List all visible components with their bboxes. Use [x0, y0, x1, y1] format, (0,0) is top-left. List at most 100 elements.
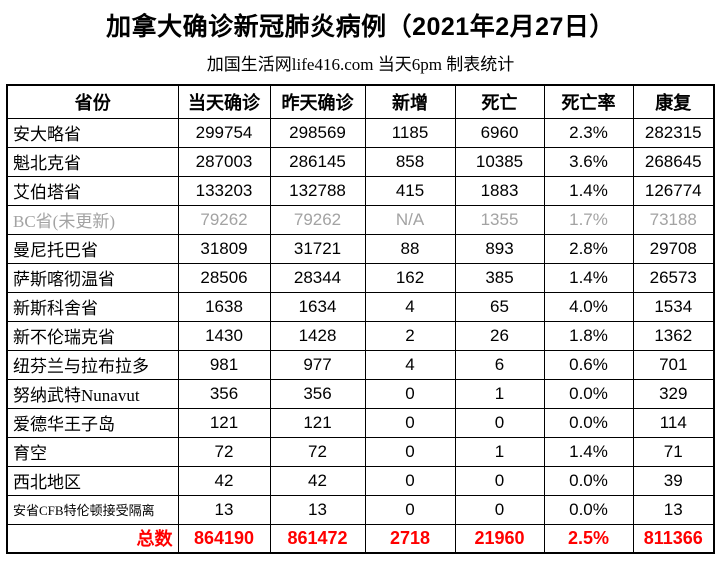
cell-yesterday: 42 [269, 465, 366, 496]
table-row: 西北地区 42 42 0 0 0.0% 39 [6, 465, 715, 496]
cell-province: 安省CFB特伦顿接受隔离 [6, 494, 179, 525]
cell-new: 0 [364, 436, 456, 467]
cell-death-rate: 0.6% [543, 349, 634, 380]
cell-deaths: 6 [454, 349, 545, 380]
cell-recovered: 13 [632, 494, 715, 525]
table-body: 安大略省 299754 298569 1185 6960 2.3% 282315 魁北克省 28… [6, 117, 715, 525]
table-row: 爱德华王子岛 121 121 0 0 0.0% 114 [6, 407, 715, 438]
page-title: 加拿大确诊新冠肺炎病例（2021年2月27日） [106, 13, 615, 41]
cell-yesterday: 72 [269, 436, 366, 467]
cell-new: 1185 [364, 117, 456, 148]
cell-province: 育空 [6, 436, 179, 467]
cell-today: 981 [177, 349, 271, 380]
table-row: 新不伦瑞克省 1430 1428 2 26 1.8% 1362 [6, 320, 715, 351]
total-death-rate: 2.5% [543, 523, 634, 554]
table-row: 新斯科舍省 1638 1634 4 65 4.0% 1534 [6, 291, 715, 322]
cell-yesterday: 79262 [269, 204, 366, 235]
cell-province: BC省(未更新) [6, 204, 179, 235]
cell-recovered: 701 [632, 349, 715, 380]
cell-recovered: 268645 [632, 146, 715, 177]
total-row: 总数 864190 861472 2718 21960 2.5% 811366 [6, 523, 715, 554]
cell-deaths: 0 [454, 407, 545, 438]
table-row: 曼尼托巴省 31809 31721 88 893 2.8% 29708 [6, 233, 715, 264]
cell-deaths: 0 [454, 465, 545, 496]
total-yesterday-confirmed: 861472 [269, 523, 366, 554]
cell-province: 努纳武特Nunavut [6, 378, 179, 409]
cell-new: 2 [364, 320, 456, 351]
total-deaths: 21960 [454, 523, 545, 554]
cell-yesterday: 356 [269, 378, 366, 409]
cell-province: 新不伦瑞克省 [6, 320, 179, 351]
cell-deaths: 6960 [454, 117, 545, 148]
cell-today: 31809 [177, 233, 271, 264]
col-header-yesterday-confirmed: 昨天确诊 [269, 84, 366, 119]
cell-new: 162 [364, 262, 456, 293]
cell-new: 88 [364, 233, 456, 264]
col-header-recovered: 康复 [632, 84, 715, 119]
cell-death-rate: 1.4% [543, 175, 634, 206]
cell-death-rate: 1.4% [543, 262, 634, 293]
col-header-today-confirmed: 当天确诊 [177, 84, 271, 119]
col-header-death-rate: 死亡率 [543, 84, 634, 119]
table-row: 纽芬兰与拉布拉多 981 977 4 6 0.6% 701 [6, 349, 715, 380]
cell-yesterday: 132788 [269, 175, 366, 206]
table-row: 安大略省 299754 298569 1185 6960 2.3% 282315 [6, 117, 715, 148]
cell-yesterday: 977 [269, 349, 366, 380]
total-new-cases: 2718 [364, 523, 456, 554]
cell-new: 415 [364, 175, 456, 206]
cell-province: 魁北克省 [6, 146, 179, 177]
cell-new: 4 [364, 291, 456, 322]
cell-deaths: 1 [454, 378, 545, 409]
cell-new: 4 [364, 349, 456, 380]
cell-yesterday: 121 [269, 407, 366, 438]
cell-province: 安大略省 [6, 117, 179, 148]
cell-today: 72 [177, 436, 271, 467]
cell-new: 858 [364, 146, 456, 177]
cell-death-rate: 3.6% [543, 146, 634, 177]
cell-province: 曼尼托巴省 [6, 233, 179, 264]
cell-province: 新斯科舍省 [6, 291, 179, 322]
cell-deaths: 10385 [454, 146, 545, 177]
cell-province: 纽芬兰与拉布拉多 [6, 349, 179, 380]
cell-deaths: 1355 [454, 204, 545, 235]
cell-death-rate: 2.8% [543, 233, 634, 264]
cell-new: N/A [364, 204, 456, 235]
cell-yesterday: 31721 [269, 233, 366, 264]
cell-yesterday: 1428 [269, 320, 366, 351]
cell-yesterday: 286145 [269, 146, 366, 177]
table-row: 魁北克省 287003 286145 858 10385 3.6% 268645 [6, 146, 715, 177]
cell-death-rate: 4.0% [543, 291, 634, 322]
cell-yesterday: 1634 [269, 291, 366, 322]
cell-death-rate: 0.0% [543, 465, 634, 496]
cell-yesterday: 28344 [269, 262, 366, 293]
cell-province: 萨斯喀彻温省 [6, 262, 179, 293]
table-row: 安省CFB特伦顿接受隔离 13 13 0 0 0.0% 13 [6, 494, 715, 525]
covid-stats-table: 省份 当天确诊 昨天确诊 新增 死亡 死亡率 康复 安大略省 299754 2985… [6, 84, 715, 554]
cell-today: 79262 [177, 204, 271, 235]
cell-death-rate: 0.0% [543, 494, 634, 525]
cell-today: 1638 [177, 291, 271, 322]
cell-recovered: 71 [632, 436, 715, 467]
col-header-new-cases: 新增 [364, 84, 456, 119]
cell-today: 287003 [177, 146, 271, 177]
cell-today: 133203 [177, 175, 271, 206]
cell-recovered: 114 [632, 407, 715, 438]
cell-recovered: 29708 [632, 233, 715, 264]
table-row: 努纳武特Nunavut 356 356 0 1 0.0% 329 [6, 378, 715, 409]
cell-today: 13 [177, 494, 271, 525]
cell-today: 28506 [177, 262, 271, 293]
cell-deaths: 26 [454, 320, 545, 351]
cell-recovered: 39 [632, 465, 715, 496]
total-label: 总数 [6, 523, 179, 554]
cell-death-rate: 1.7% [543, 204, 634, 235]
page-subtitle: 加国生活网life416.com 当天6pm 制表统计 [206, 55, 515, 74]
cell-new: 0 [364, 465, 456, 496]
cell-deaths: 1883 [454, 175, 545, 206]
cell-today: 1430 [177, 320, 271, 351]
cell-recovered: 329 [632, 378, 715, 409]
cell-yesterday: 13 [269, 494, 366, 525]
cell-deaths: 893 [454, 233, 545, 264]
cell-death-rate: 1.4% [543, 436, 634, 467]
table-row: 艾伯塔省 133203 132788 415 1883 1.4% 126774 [6, 175, 715, 206]
